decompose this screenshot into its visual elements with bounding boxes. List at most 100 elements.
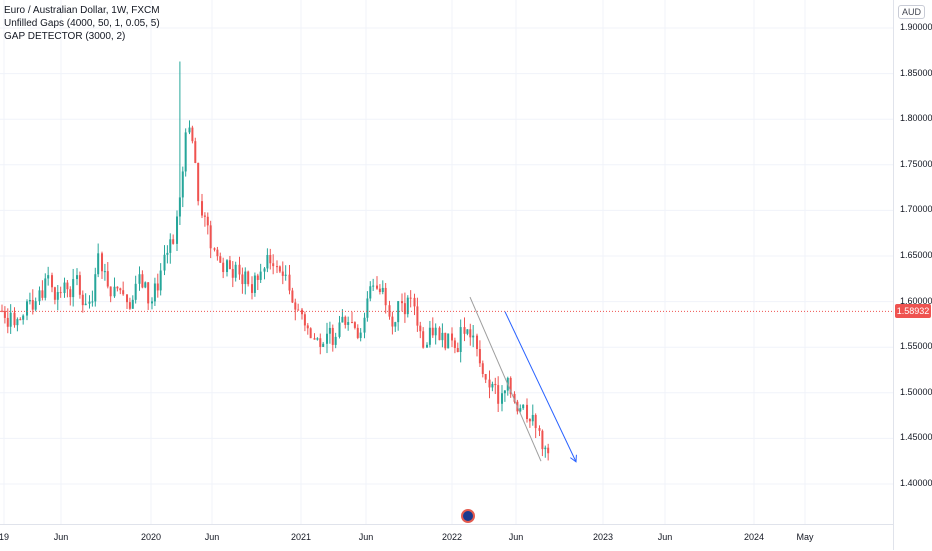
price-tick-label: 1.60000 bbox=[900, 295, 932, 306]
candle-body bbox=[288, 274, 291, 291]
indicator-gap-detector[interactable]: GAP DETECTOR (3000, 2) bbox=[4, 31, 126, 42]
candle-body bbox=[388, 305, 391, 317]
candle-body bbox=[156, 283, 159, 291]
candle-body bbox=[331, 327, 334, 345]
chart-area[interactable]: Euro / Australian Dollar, 1W, FXCM Unfil… bbox=[0, 0, 893, 524]
candle-body bbox=[219, 256, 222, 263]
candle-body bbox=[122, 290, 125, 295]
candle-body bbox=[238, 264, 241, 275]
time-tick-label: Jun bbox=[358, 532, 374, 542]
candle-body bbox=[56, 292, 59, 300]
candle-body bbox=[72, 279, 75, 298]
candle-body bbox=[519, 408, 522, 412]
price-tick-label: 1.45000 bbox=[900, 432, 932, 443]
indicator-unfilled-gaps[interactable]: Unfilled Gaps (4000, 50, 1, 0.05, 5) bbox=[4, 18, 160, 29]
candle-body bbox=[244, 271, 247, 285]
candle-body bbox=[422, 331, 425, 348]
candle-body bbox=[509, 377, 512, 394]
candle-body bbox=[394, 322, 397, 327]
candle-body bbox=[484, 373, 487, 380]
symbol-title[interactable]: Euro / Australian Dollar, 1W, FXCM bbox=[4, 5, 160, 16]
price-tick-label: 1.65000 bbox=[900, 250, 932, 260]
candle-body bbox=[119, 288, 122, 291]
candle-body bbox=[259, 271, 262, 280]
candle-body bbox=[44, 278, 47, 298]
candle-body bbox=[291, 290, 294, 303]
candle-body bbox=[51, 275, 54, 288]
candle-body bbox=[47, 275, 50, 279]
time-tick-label: Jun bbox=[53, 532, 69, 542]
candle-body bbox=[116, 286, 119, 289]
candle-body bbox=[544, 447, 547, 450]
price-axis[interactable]: AUD 1.90000 1.85000 1.80000 1.75000 1.70000 1… bbox=[893, 0, 932, 550]
candle-body bbox=[109, 286, 112, 297]
candle-body bbox=[13, 312, 16, 326]
candle-body bbox=[78, 275, 81, 295]
candle-body bbox=[172, 239, 175, 244]
candle-body bbox=[94, 274, 97, 302]
candle-body bbox=[347, 322, 350, 325]
candle-body bbox=[66, 282, 69, 290]
candle-body bbox=[534, 414, 537, 429]
candle-body bbox=[447, 333, 450, 349]
price-tick-label: 1.90000 bbox=[900, 22, 932, 32]
time-tick-label: 2024 bbox=[743, 532, 765, 542]
projection-arrow-head bbox=[570, 454, 577, 463]
candle-body bbox=[209, 225, 212, 249]
candle-body bbox=[41, 290, 44, 298]
price-chart[interactable] bbox=[0, 0, 893, 524]
candle-body bbox=[28, 300, 31, 302]
candle-body bbox=[481, 363, 484, 374]
candle-body bbox=[101, 253, 104, 272]
candle-body bbox=[256, 275, 259, 280]
time-tick-label: May bbox=[796, 532, 814, 542]
candle-body bbox=[1, 310, 4, 312]
candle-body bbox=[372, 285, 375, 287]
time-tick-label: Jun bbox=[657, 532, 673, 542]
candle-body bbox=[69, 289, 72, 298]
candle-body bbox=[141, 274, 144, 288]
price-tick-label: 1.85000 bbox=[900, 67, 932, 78]
candle-body bbox=[369, 286, 372, 299]
candle-body bbox=[63, 282, 66, 294]
candle-body bbox=[541, 430, 544, 450]
candle-body bbox=[134, 283, 137, 300]
candle-body bbox=[97, 253, 100, 275]
price-tick-label: 1.55000 bbox=[900, 341, 932, 352]
candle-body bbox=[228, 260, 231, 270]
candle-body bbox=[366, 298, 369, 318]
candle-body bbox=[353, 322, 356, 328]
candle-body bbox=[178, 197, 181, 217]
candle-body bbox=[434, 327, 437, 336]
candle-body bbox=[328, 327, 331, 334]
candle-body bbox=[131, 299, 134, 309]
last-price-tag: 1.58932 bbox=[895, 304, 931, 319]
candle-body bbox=[188, 127, 191, 133]
candle-body bbox=[22, 315, 25, 320]
candle-body bbox=[181, 171, 184, 198]
currency-badge[interactable]: AUD bbox=[898, 5, 926, 19]
candle-body bbox=[378, 288, 381, 293]
candle-body bbox=[128, 302, 131, 309]
candle-body bbox=[431, 327, 434, 336]
candle-body bbox=[166, 252, 169, 255]
candle-body bbox=[278, 266, 281, 272]
candle-body bbox=[226, 260, 229, 273]
candle-body bbox=[334, 336, 337, 345]
candle-body bbox=[19, 319, 22, 321]
candle-body bbox=[303, 314, 306, 326]
candle-body bbox=[376, 285, 379, 289]
time-axis[interactable]: 19 Jun 2020 Jun 2021 Jun 2022 Jun 2023 Jun 2024 May bbox=[0, 524, 893, 551]
candle-body bbox=[397, 301, 400, 323]
candle-body bbox=[191, 127, 194, 142]
candle-body bbox=[16, 319, 19, 326]
candle-body bbox=[251, 284, 254, 293]
candle-body bbox=[203, 215, 206, 217]
time-tick-label: 2020 bbox=[140, 532, 162, 542]
events-flag-icon[interactable] bbox=[461, 509, 475, 523]
candle-body bbox=[359, 332, 362, 338]
candle-body bbox=[497, 385, 500, 404]
candle-body bbox=[194, 141, 197, 163]
candle-body bbox=[103, 271, 106, 273]
candle-body bbox=[351, 322, 354, 324]
